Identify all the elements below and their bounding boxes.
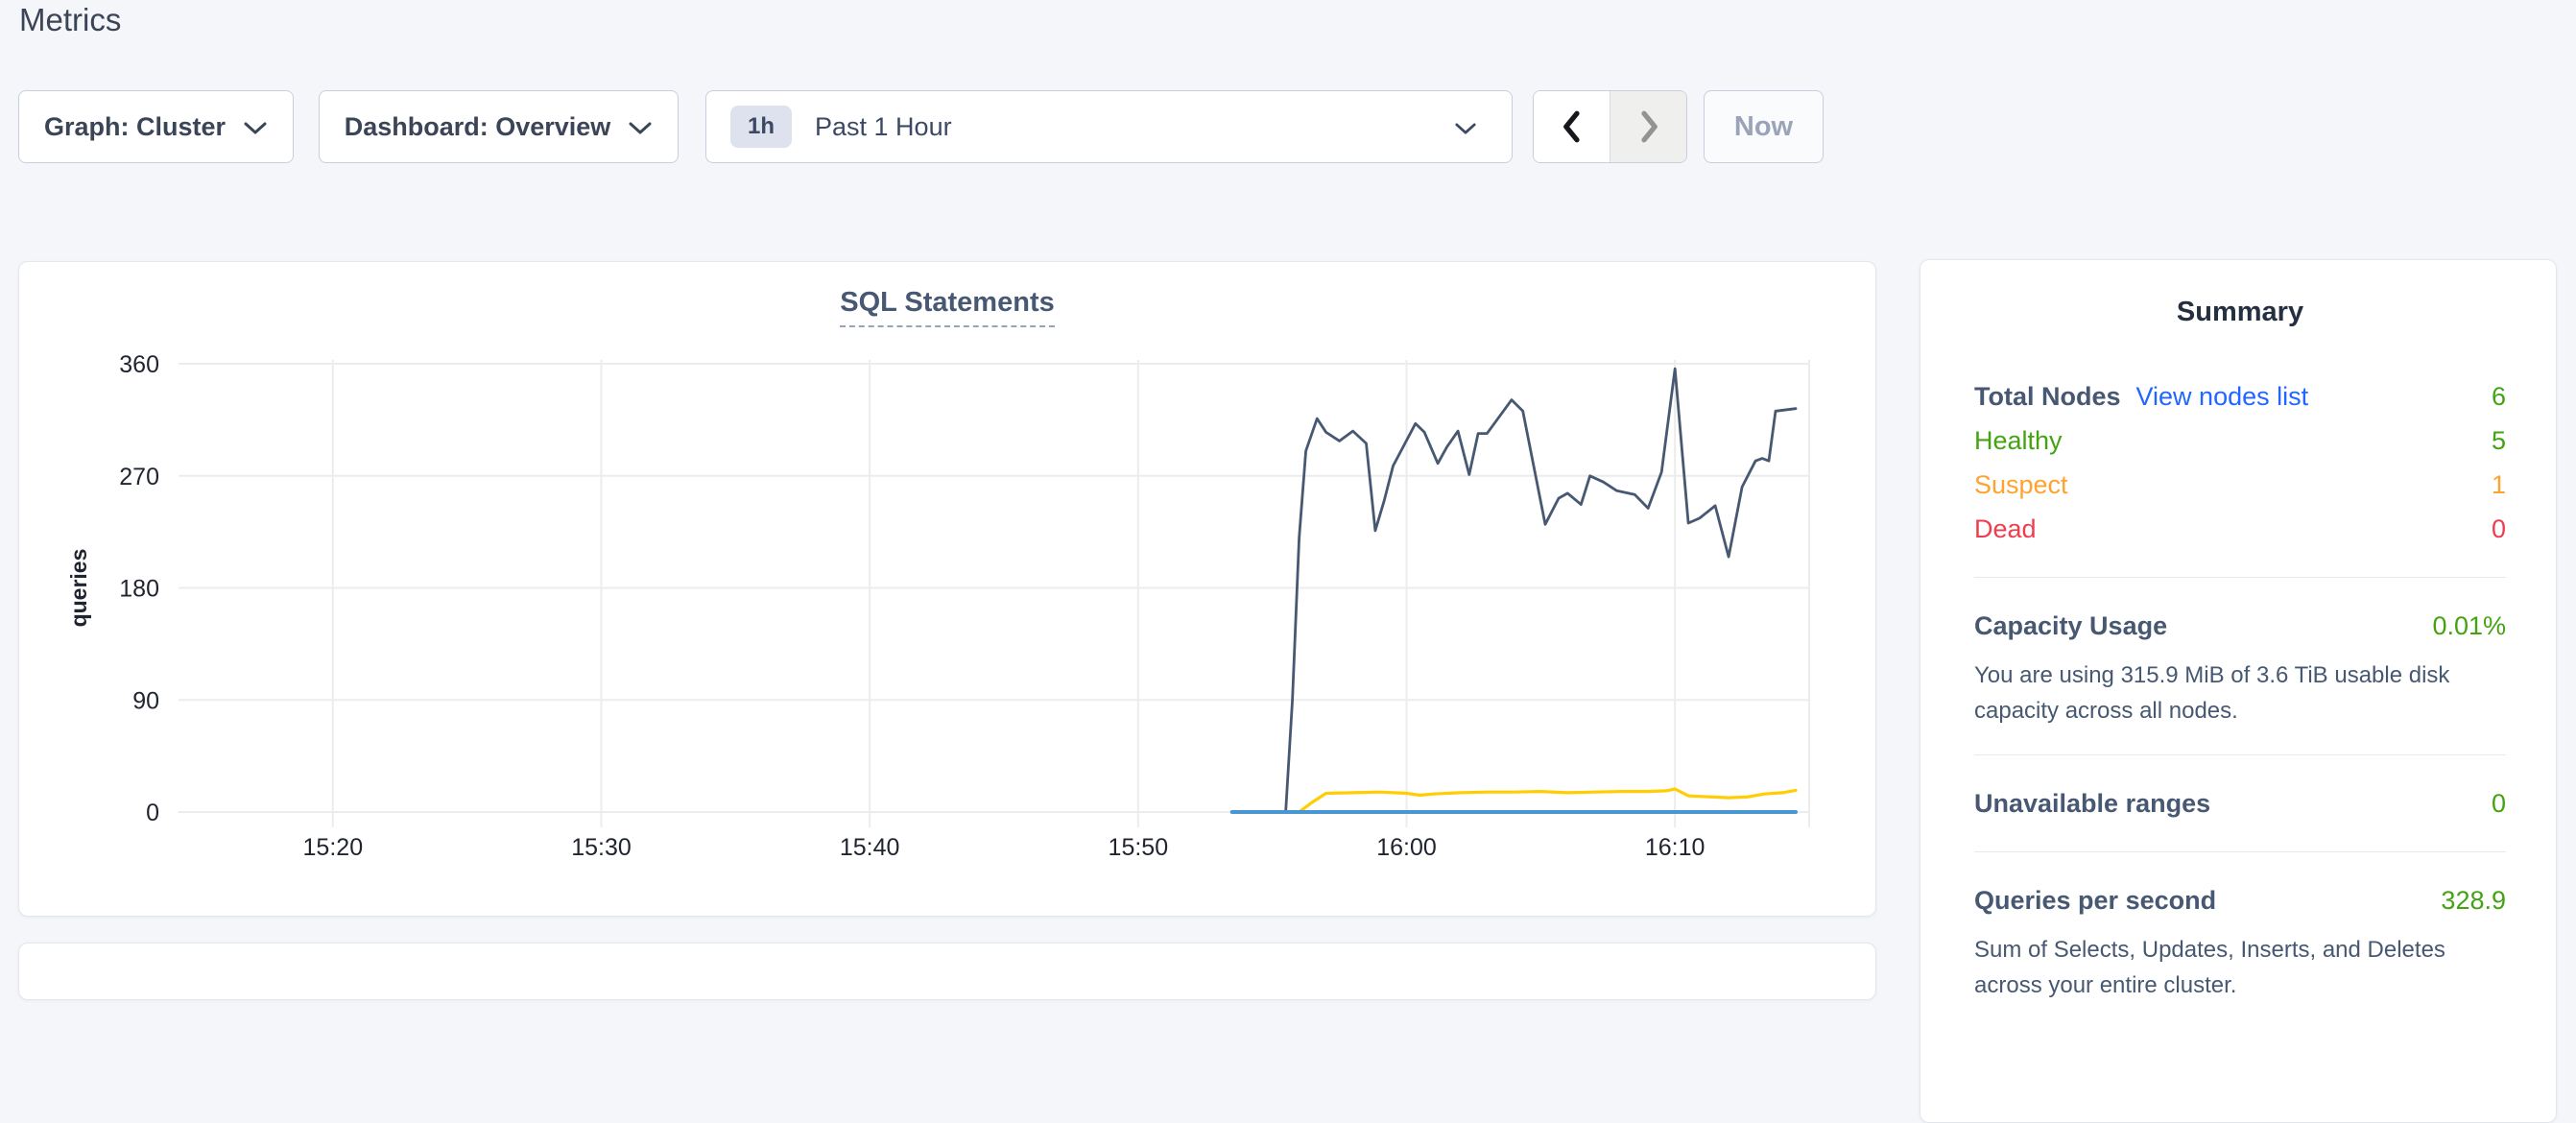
capacity-usage-value: 0.01% (2432, 610, 2506, 640)
sql-statements-panel: SQL Statements 0 90 180 270 360 15:20 15:30 15:… (18, 261, 1876, 917)
previous-time-button[interactable] (1534, 91, 1610, 162)
svg-text:15:20: 15:20 (303, 834, 364, 861)
now-button[interactable]: Now (1704, 90, 1824, 163)
total-nodes-label: Total Nodes (1974, 381, 2121, 411)
node-status-list: Total Nodes View nodes list 6 Healthy 5 … (1974, 374, 2506, 551)
metrics-toolbar: Graph: Cluster Dashboard: Overview 1h Pa… (18, 90, 1824, 163)
chevron-down-icon (629, 122, 652, 134)
chevron-right-icon (1640, 110, 1658, 143)
svg-text:16:10: 16:10 (1645, 834, 1705, 861)
time-step-buttons (1533, 90, 1687, 163)
suspect-value: 1 (2491, 469, 2506, 499)
capacity-usage-label: Capacity Usage (1974, 610, 2168, 640)
unavailable-ranges-label: Unavailable ranges (1974, 788, 2211, 818)
healthy-nodes-row: Healthy 5 (1974, 418, 2506, 463)
svg-text:90: 90 (132, 687, 159, 714)
healthy-label: Healthy (1974, 425, 2063, 455)
time-range-selector[interactable]: 1h Past 1 Hour (705, 90, 1513, 163)
dead-nodes-row: Dead 0 (1974, 507, 2506, 551)
unavailable-ranges-value: 0 (2491, 788, 2506, 818)
total-nodes-value: 6 (2491, 381, 2506, 411)
next-time-button[interactable] (1610, 91, 1686, 162)
svg-text:180: 180 (119, 576, 159, 603)
graph-dropdown-label: Graph: Cluster (43, 111, 227, 141)
unavailable-ranges-row: Unavailable ranges 0 (1974, 781, 2506, 825)
time-range-label: Past 1 Hour (815, 111, 952, 141)
svg-text:270: 270 (119, 464, 159, 490)
healthy-value: 5 (2491, 425, 2506, 455)
divider (1974, 851, 2506, 852)
svg-text:0: 0 (146, 800, 159, 826)
page-title: Metrics (19, 2, 122, 37)
view-nodes-list-link[interactable]: View nodes list (2135, 381, 2309, 411)
total-nodes-row: Total Nodes View nodes list 6 (1974, 374, 2506, 418)
svg-text:360: 360 (119, 351, 159, 378)
capacity-usage-row: Capacity Usage 0.01% (1974, 604, 2506, 648)
svg-text:16:00: 16:00 (1376, 834, 1437, 861)
queries-per-second-description: Sum of Selects, Updates, Inserts, and De… (1974, 937, 2445, 998)
dashboard-dropdown-label: Dashboard: Overview (344, 111, 611, 141)
divider (1974, 577, 2506, 578)
svg-text:queries: queries (66, 549, 91, 628)
queries-per-second-row: Queries per second 328.9 (1974, 878, 2506, 922)
chevron-down-icon (244, 122, 267, 134)
suspect-label: Suspect (1974, 469, 2068, 499)
dashboard-dropdown[interactable]: Dashboard: Overview (319, 90, 679, 163)
sql-statements-chart[interactable]: 0 90 180 270 360 15:20 15:30 15:40 15:50 16:00 16:… (19, 262, 1877, 918)
chart-title[interactable]: SQL Statements (840, 287, 1055, 327)
suspect-nodes-row: Suspect 1 (1974, 463, 2506, 507)
chevron-left-icon (1562, 110, 1580, 143)
summary-panel: Summary Total Nodes View nodes list 6 He… (1920, 259, 2557, 1123)
dead-value: 0 (2491, 514, 2506, 543)
queries-per-second-value: 328.9 (2441, 885, 2506, 915)
svg-text:15:30: 15:30 (571, 834, 632, 861)
dead-label: Dead (1974, 514, 2037, 543)
time-range-badge: 1h (730, 106, 793, 148)
svg-text:15:50: 15:50 (1109, 834, 1169, 861)
summary-title: Summary (2176, 297, 2304, 327)
divider (1974, 754, 2506, 755)
chevron-down-icon (1455, 123, 1476, 134)
queries-per-second-label: Queries per second (1974, 885, 2217, 915)
capacity-usage-description: You are using 315.9 MiB of 3.6 TiB usabl… (1974, 662, 2450, 724)
svg-text:15:40: 15:40 (840, 834, 900, 861)
now-button-label: Now (1733, 110, 1794, 142)
next-chart-card (18, 943, 1876, 1000)
graph-dropdown[interactable]: Graph: Cluster (18, 90, 294, 163)
